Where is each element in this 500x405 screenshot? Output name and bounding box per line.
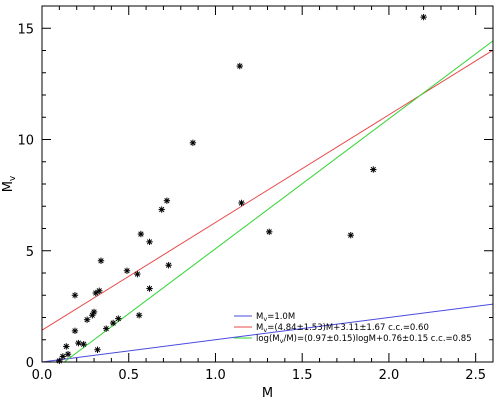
y-tick-label: 15 xyxy=(17,22,34,37)
fit-lines-layer xyxy=(41,40,494,363)
x-tick-label: 2.0 xyxy=(379,368,400,383)
data-point xyxy=(63,343,70,350)
y-tick-label: 5 xyxy=(26,245,34,260)
data-point xyxy=(146,285,153,292)
data-point xyxy=(59,353,67,360)
data-point xyxy=(165,262,172,269)
data-point xyxy=(420,13,427,21)
data-point xyxy=(90,308,98,316)
plot-frame xyxy=(41,5,494,363)
data-point xyxy=(80,341,87,348)
data-point xyxy=(83,316,91,323)
data-point xyxy=(238,199,245,207)
y-axis-label: Mv xyxy=(1,175,18,192)
data-point xyxy=(347,231,354,239)
data-point xyxy=(115,315,122,322)
data-point xyxy=(96,287,103,294)
data-points-layer xyxy=(56,13,427,365)
data-point xyxy=(94,346,101,353)
data-point xyxy=(370,166,377,173)
tick-labels-layer: 0.0 0.5 1.0 1.5 2.0 2.5 0 5 10 15 xyxy=(17,22,486,383)
data-point xyxy=(75,339,82,347)
data-point xyxy=(146,238,153,246)
x-tick-label: 1.5 xyxy=(292,368,313,383)
x-axis-label: M xyxy=(262,386,273,401)
y-axis-label-subscript: v xyxy=(8,175,18,181)
y-axis-label-main: M xyxy=(1,181,16,192)
data-point xyxy=(97,257,105,264)
data-point xyxy=(102,325,110,332)
data-point xyxy=(189,139,197,147)
data-point xyxy=(134,270,141,278)
y-tick-label: 0 xyxy=(26,356,34,371)
data-point xyxy=(158,206,165,213)
x-tick-label: 1.0 xyxy=(205,368,226,383)
data-point xyxy=(92,289,99,297)
y-tick-label: 10 xyxy=(17,134,34,149)
legend-entry: log(Mv/M)=(0.97±0.15)logM+0.76±0.15 c.c.… xyxy=(256,334,472,345)
data-point xyxy=(137,230,145,238)
legend-entry: Mv=(4.84±1.53)M+3.11±1.67 c.c.=0.60 xyxy=(256,323,429,334)
fit-line xyxy=(41,49,494,331)
data-point xyxy=(266,228,273,236)
data-point xyxy=(135,312,143,319)
data-point xyxy=(64,351,72,358)
data-point xyxy=(163,197,171,204)
data-point xyxy=(236,62,243,70)
fit-line xyxy=(63,40,494,363)
data-point xyxy=(109,319,117,327)
legend-entry: Mv=1.0M xyxy=(256,312,295,323)
x-tick-label: 0.5 xyxy=(118,368,139,383)
data-point xyxy=(71,292,79,299)
axis-ticks-layer xyxy=(41,5,494,363)
fit-line xyxy=(41,303,494,363)
data-point xyxy=(123,267,131,274)
x-tick-label: 2.5 xyxy=(465,368,486,383)
x-tick-label: 0.0 xyxy=(32,368,53,383)
data-point xyxy=(71,327,79,335)
